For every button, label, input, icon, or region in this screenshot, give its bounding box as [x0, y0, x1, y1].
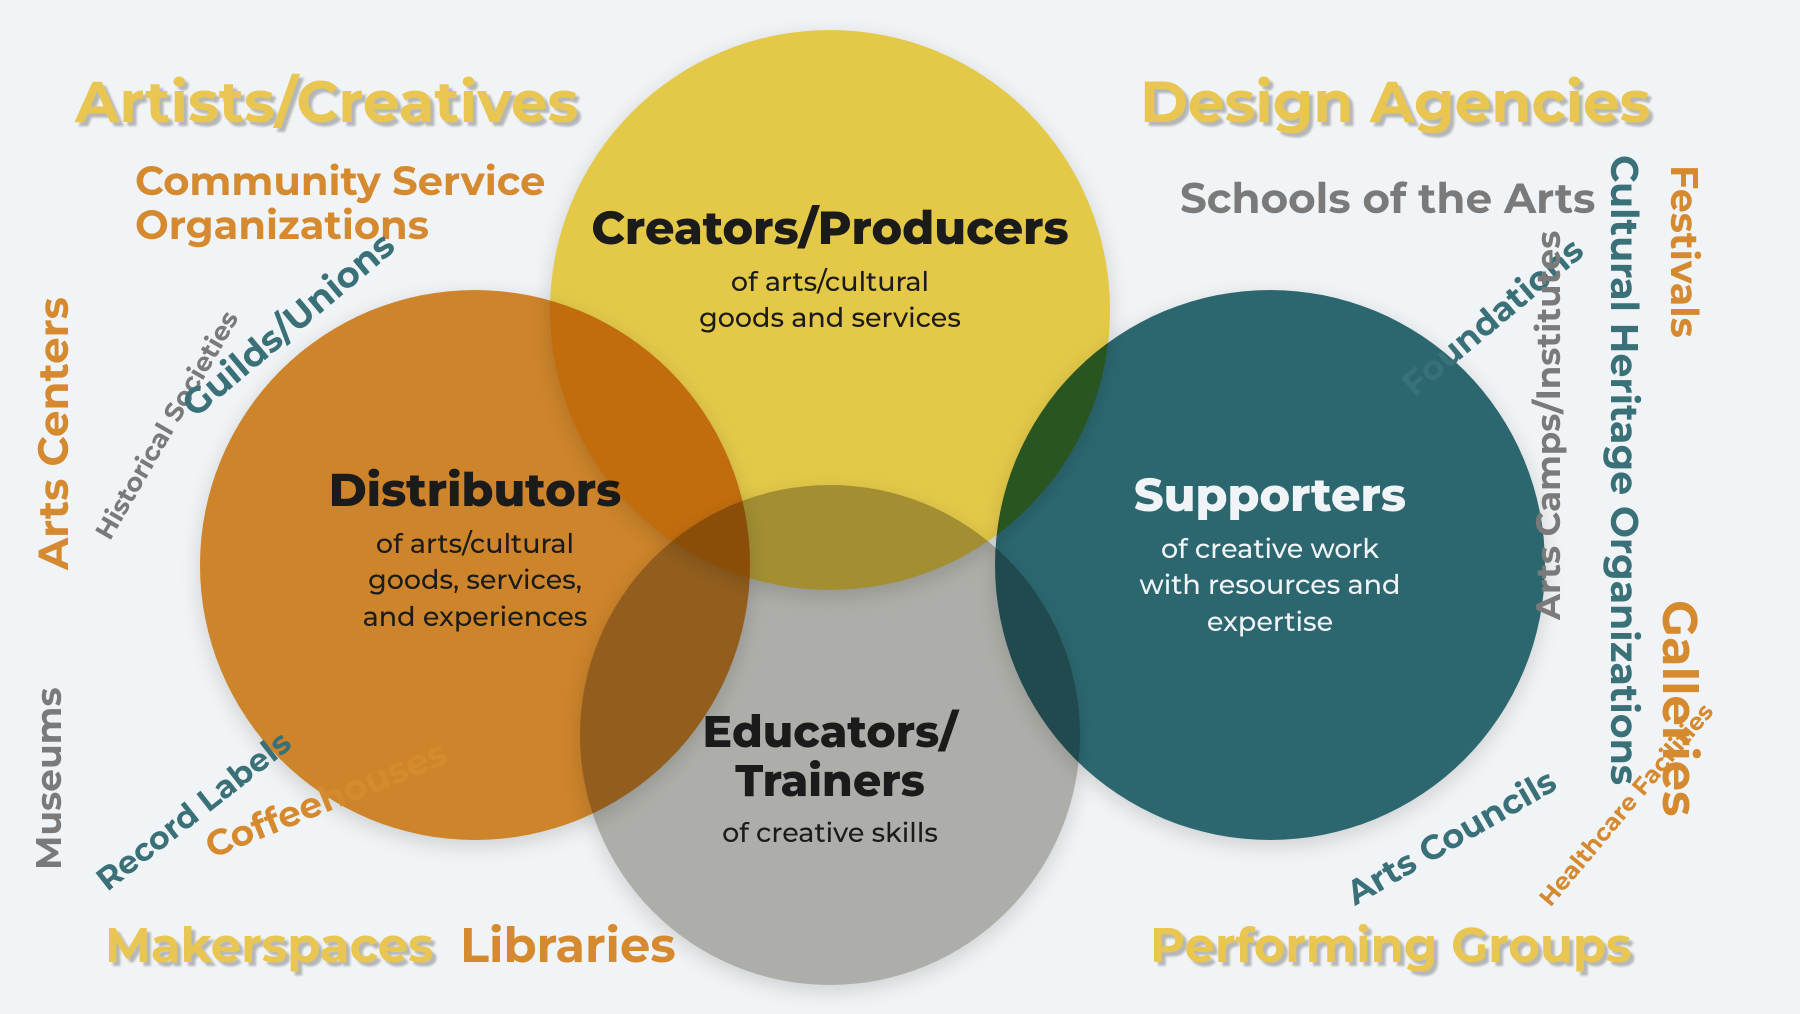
venn-title-educators: Educators/Trainers	[703, 708, 958, 805]
word-schools-arts: Schools of the Arts	[1180, 175, 1595, 221]
word-cultural-heritage: Cultural Heritage Organizations	[1603, 155, 1645, 785]
word-artists-creatives: Artists/Creatives	[75, 70, 578, 134]
word-museums: Museums	[30, 687, 70, 870]
word-arts-camps: Arts Camps/Institutes	[1530, 231, 1567, 620]
word-community-service: Community ServiceOrganizations	[135, 160, 545, 248]
venn-subtitle-creators: of arts/culturalgoods and services	[591, 264, 1068, 337]
word-performing-groups: Performing Groups	[1150, 920, 1631, 973]
word-galleries: Galleries	[1652, 600, 1705, 817]
infographic-stage: Creators/Producers of arts/culturalgoods …	[0, 0, 1800, 1014]
venn-title-creators: Creators/Producers	[591, 203, 1068, 254]
venn-subtitle-supporters: of creative workwith resources andexpert…	[1134, 531, 1406, 640]
venn-subtitle-distributors: of arts/culturalgoods, services,and expe…	[329, 526, 622, 635]
word-festivals: Festivals	[1663, 165, 1705, 338]
word-design-agencies: Design Agencies	[1140, 70, 1650, 134]
word-makerspaces: Makerspaces	[105, 920, 434, 973]
venn-title-supporters: Supporters	[1134, 470, 1406, 521]
word-arts-centers: Arts Centers	[30, 297, 76, 570]
venn-title-distributors: Distributors	[329, 465, 622, 516]
venn-subtitle-educators: of creative skills	[703, 815, 958, 851]
venn-circle-supporters: Supporters of creative workwith resources…	[995, 290, 1545, 840]
word-libraries: Libraries	[460, 920, 676, 973]
